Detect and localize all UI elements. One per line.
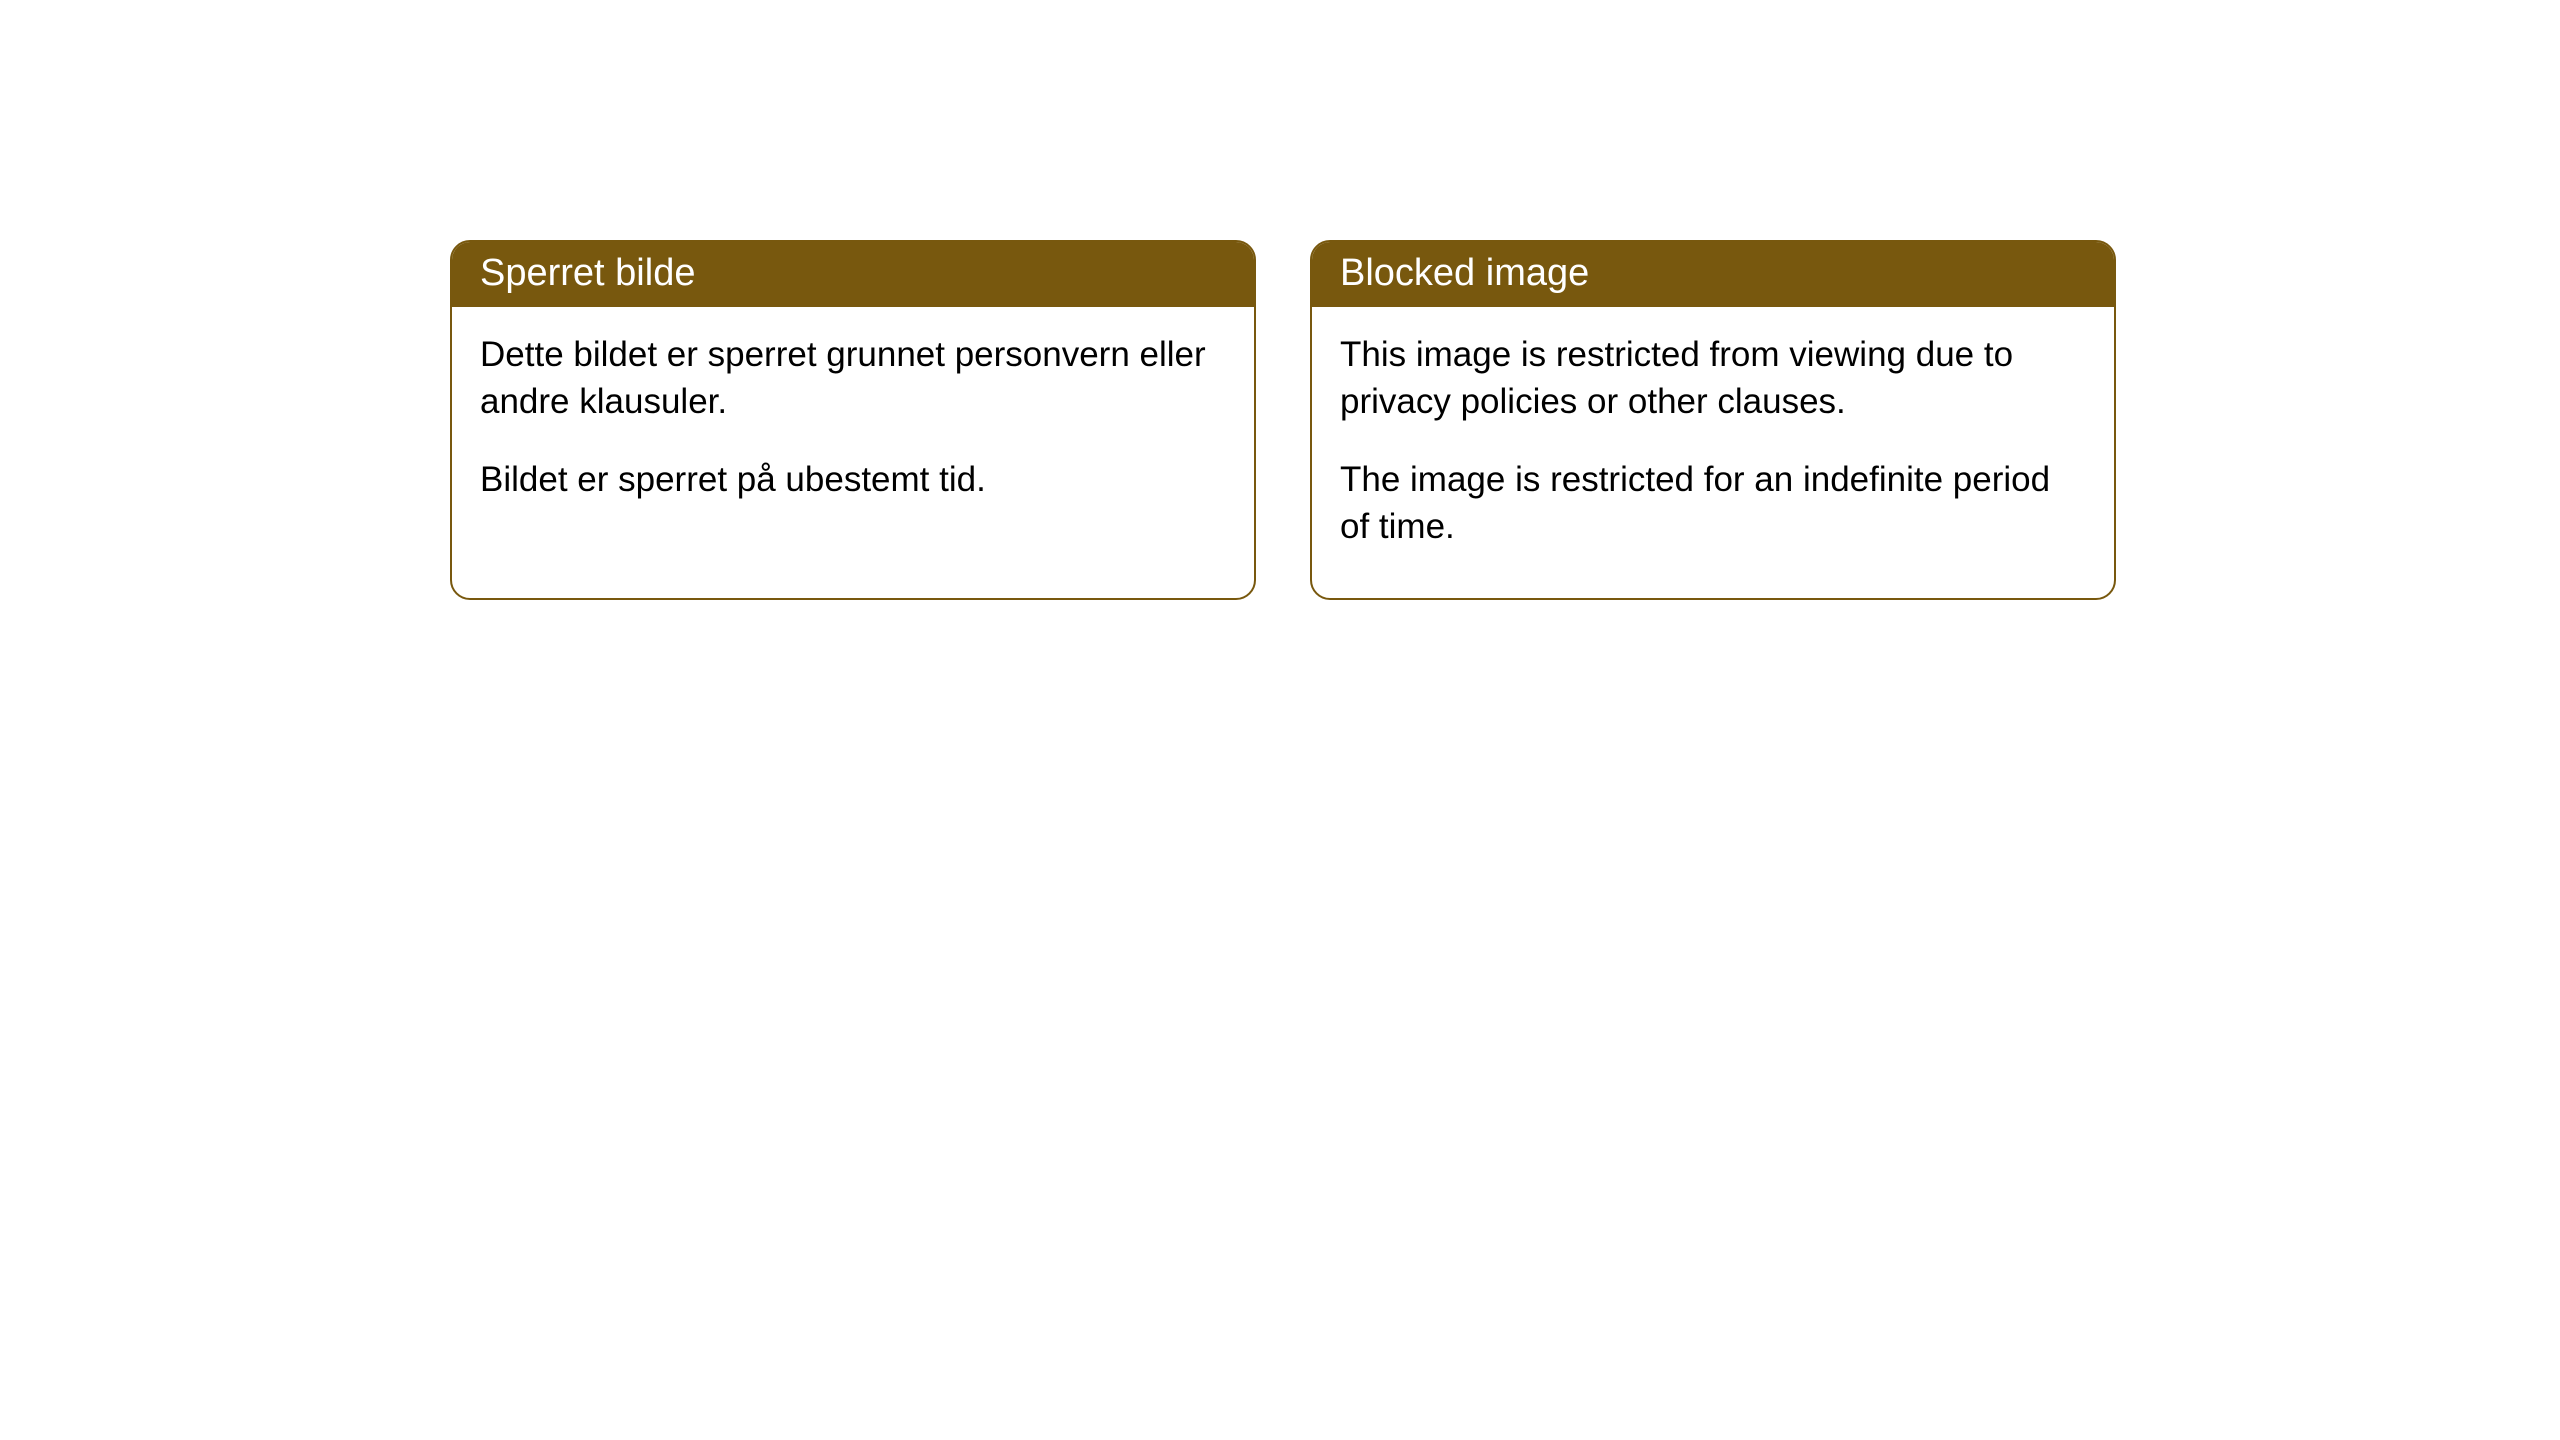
card-body-english: This image is restricted from viewing du… [1312, 307, 2114, 598]
card-paragraph: Bildet er sperret på ubestemt tid. [480, 456, 1226, 503]
card-paragraph: This image is restricted from viewing du… [1340, 331, 2086, 426]
card-norwegian: Sperret bilde Dette bildet er sperret gr… [450, 240, 1256, 600]
card-paragraph: Dette bildet er sperret grunnet personve… [480, 331, 1226, 426]
cards-container: Sperret bilde Dette bildet er sperret gr… [450, 240, 2116, 600]
card-header-english: Blocked image [1312, 242, 2114, 307]
card-english: Blocked image This image is restricted f… [1310, 240, 2116, 600]
card-body-norwegian: Dette bildet er sperret grunnet personve… [452, 307, 1254, 551]
card-paragraph: The image is restricted for an indefinit… [1340, 456, 2086, 551]
card-header-norwegian: Sperret bilde [452, 242, 1254, 307]
